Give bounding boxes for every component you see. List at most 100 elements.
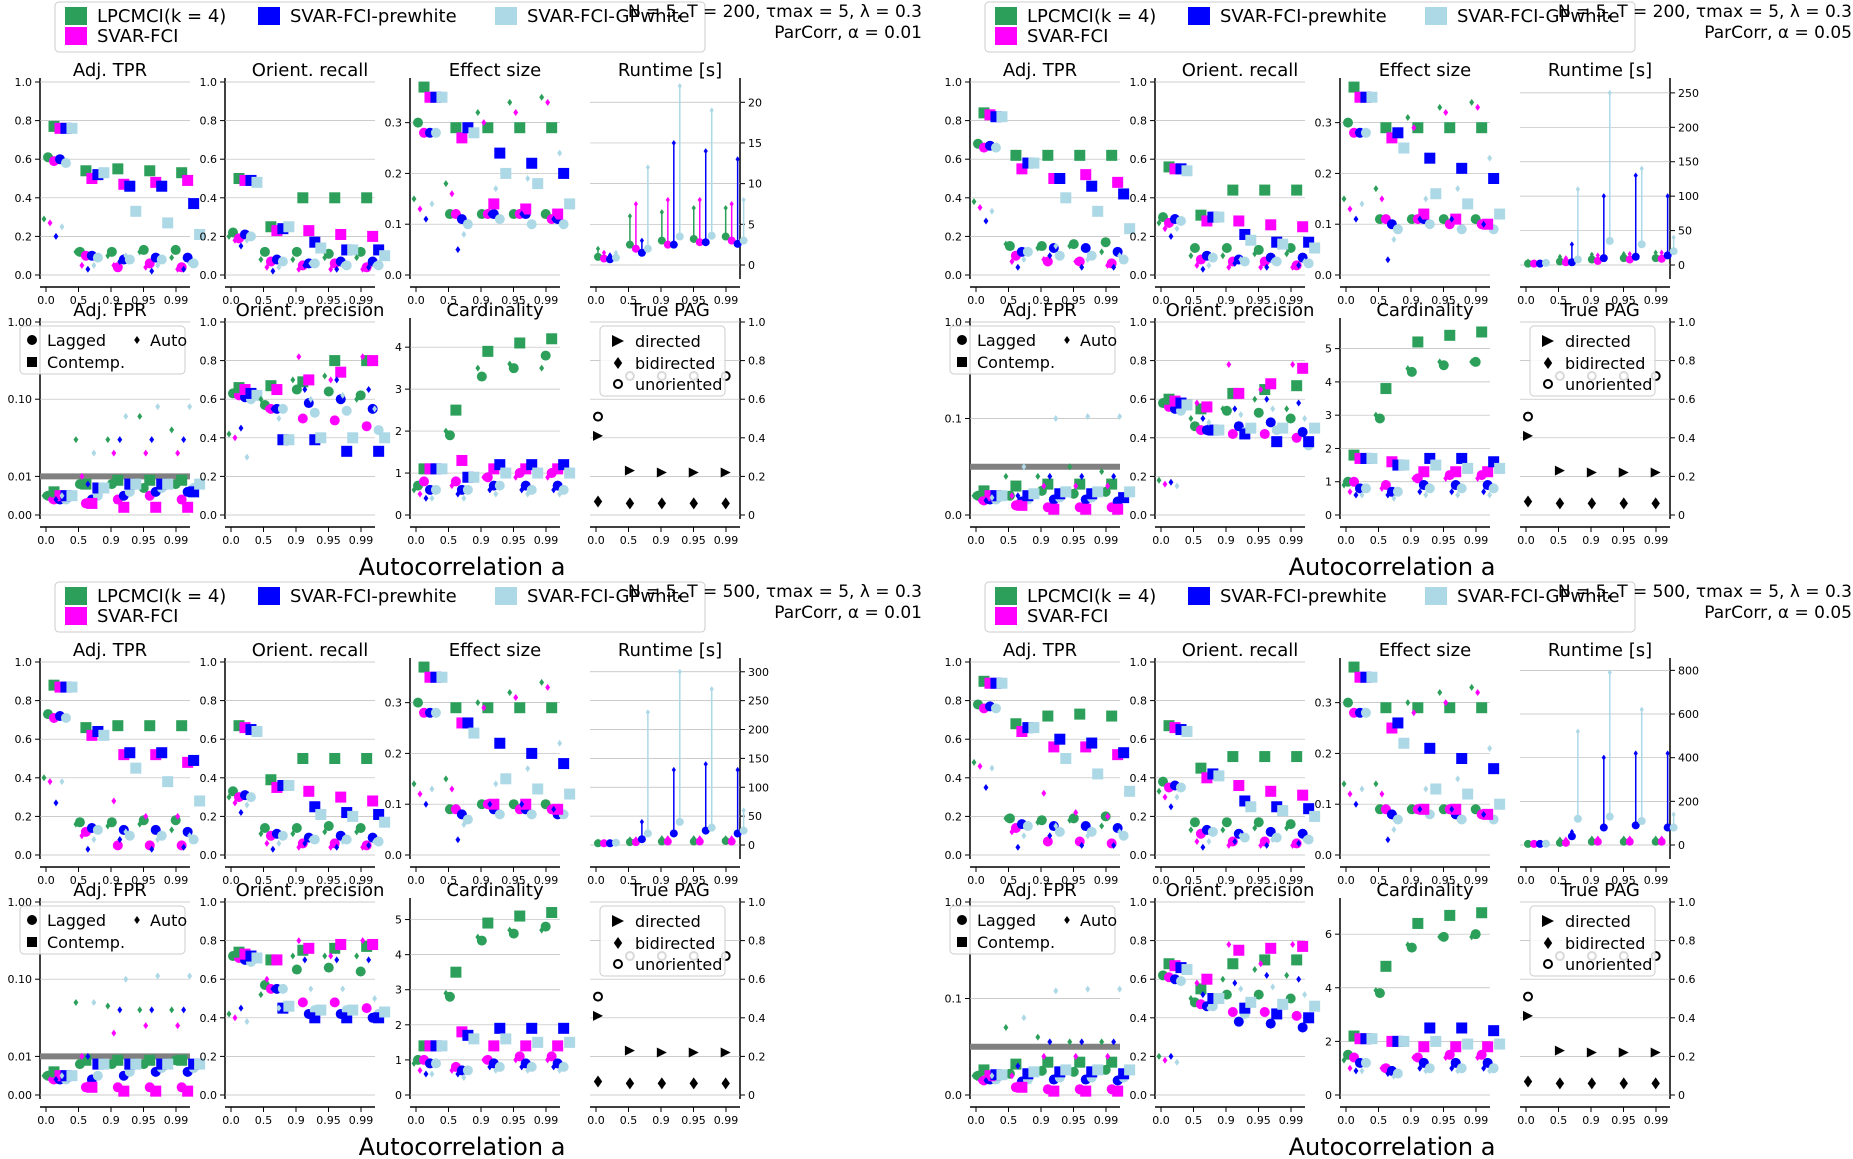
y-tick-label: 0.2 xyxy=(1130,470,1148,483)
adj-fpr-contemp-s0-x2 xyxy=(112,474,124,486)
orient-recall-contemp-s0-x1 xyxy=(1195,209,1207,221)
adj-tpr-contemp-s1-x4 xyxy=(1112,176,1124,188)
orient-precision-contemp-s3-x0 xyxy=(251,952,263,964)
legend-lagged-label: Lagged xyxy=(977,331,1036,350)
cardinality-auto-s2-x3 xyxy=(519,486,525,494)
runtime-max-s2-x3 xyxy=(703,761,708,768)
cardinality-contemp-s3-x0 xyxy=(1366,452,1378,464)
orient-recall-lagged-s3-x1 xyxy=(1207,826,1218,837)
effect-size-auto-s1-x1 xyxy=(1379,790,1385,798)
y-tick-label: 50 xyxy=(1678,225,1692,238)
effect-size-contemp-s0-x0 xyxy=(1348,81,1360,93)
cardinality-contemp-s1-x1 xyxy=(456,1026,468,1038)
y-tick-label: 0.2 xyxy=(1315,747,1333,760)
orient-recall-contemp-s1-x0 xyxy=(1169,163,1181,175)
y-tick-label: 0.6 xyxy=(200,393,218,406)
orient-recall-lagged-s3-x0 xyxy=(245,231,256,242)
adj-tpr-contemp-s3-x3 xyxy=(162,217,174,229)
y-tick-label: 0.0 xyxy=(945,1089,963,1102)
pag-directed-x3 xyxy=(1618,467,1629,478)
adj-tpr-contemp-s1-x2 xyxy=(1048,741,1060,753)
x-tick-label: 0.95 xyxy=(1431,534,1456,547)
x-tick-label: 0.0 xyxy=(407,874,425,887)
y-tick-label: 0.8 xyxy=(748,355,766,368)
y-tick-label: 0.2 xyxy=(15,230,33,243)
runtime-max-s2-x3 xyxy=(1633,750,1638,757)
y-tick-label: 5 xyxy=(748,218,755,231)
effect-size-auto-s1-x0 xyxy=(417,790,423,798)
orient-recall-auto-s3-x4 xyxy=(372,837,378,845)
effect-size-contemp-s0-x3 xyxy=(514,122,526,134)
adj-tpr-auto-s1-x4 xyxy=(175,812,181,820)
cardinality-auto-s0-x4 xyxy=(1469,933,1475,941)
adj-tpr-auto-s0-x1 xyxy=(73,248,79,256)
legend-swatch-lpcmci xyxy=(65,587,87,605)
orient-precision-contemp-s1-x3 xyxy=(335,938,347,950)
orient-precision-contemp-s1-x4 xyxy=(1297,940,1309,952)
pag-directed-x1 xyxy=(624,1045,635,1056)
cardinality-auto-s1-x3 xyxy=(1443,474,1449,482)
orient-precision-auto-s1-x2 xyxy=(296,937,302,945)
runtime-max-s3-x4 xyxy=(741,196,746,203)
orient-precision-contemp-s3-x3 xyxy=(1277,422,1289,434)
y-tick-label: 50 xyxy=(748,810,762,823)
orient-recall-auto-s2-x4 xyxy=(366,263,372,271)
adj-tpr-lagged-s3-x2 xyxy=(1054,826,1065,837)
effect-size-auto-s3-x3 xyxy=(1455,185,1461,193)
adj-fpr-contemp-s2-x0 xyxy=(990,490,1002,502)
x-tick-label: 0.99 xyxy=(714,294,739,307)
orient-recall-auto-s3-x0 xyxy=(244,236,250,244)
runtime-mean-s0-x4 xyxy=(1651,254,1660,263)
orient-recall-lagged-s0-x2 xyxy=(1221,817,1232,828)
cardinality-auto-s3-x3 xyxy=(525,1066,531,1074)
orient-recall-contemp-s0-x4 xyxy=(361,753,373,764)
adj-tpr-auto-s0-x3 xyxy=(1067,816,1073,824)
runtime-max-s2-x4 xyxy=(1665,193,1670,200)
effect-size-contemp-s3-x3 xyxy=(1462,198,1474,210)
x-tick-label: 0.9 xyxy=(652,294,670,307)
orient-precision-auto-s3-x0 xyxy=(1174,482,1180,490)
x-tick-label: 0.99 xyxy=(1094,1114,1119,1127)
x-tick-label: 0.0 xyxy=(1337,1114,1355,1127)
adj-tpr-auto-s3-x4 xyxy=(1117,252,1123,260)
cardinality-auto-s3-x4 xyxy=(557,490,563,498)
adj-fpr-contemp-s3-x2 xyxy=(130,1058,142,1070)
orient-precision-auto-s3-x0 xyxy=(244,453,250,461)
title-adj-fpr: Adj. FPR xyxy=(73,300,147,321)
effect-size-auto-s1-x1 xyxy=(449,190,455,198)
legend-auto-marker xyxy=(134,916,140,924)
cardinality-contemp-s1-x2 xyxy=(1418,1041,1430,1053)
runtime-max-s0-x4 xyxy=(1653,249,1658,256)
effect-size-auto-s1-x4 xyxy=(545,683,551,691)
cardinality-auto-s2-x2 xyxy=(487,486,493,494)
orient-precision-auto-s2-x2 xyxy=(302,386,308,394)
pag-legend-frame xyxy=(1529,325,1656,397)
effect-size-contemp-s1-x2 xyxy=(1418,803,1430,815)
adj-tpr-contemp-s3-x1 xyxy=(1028,722,1040,734)
cardinality-contemp-s1-x1 xyxy=(1386,1035,1398,1047)
orient-recall-lagged-s3-x4 xyxy=(1303,834,1314,845)
orient-precision-auto-s0-x1 xyxy=(258,991,264,999)
pag-bidirected-x3 xyxy=(689,1077,698,1090)
x-tick-label: 0.95 xyxy=(131,874,156,887)
adj-tpr-lagged-s0-x4 xyxy=(170,244,181,255)
y-tick-label: 0.8 xyxy=(1130,355,1148,368)
effect-size-lagged-s3-x2 xyxy=(494,214,505,225)
orient-precision-auto-s3-x3 xyxy=(340,985,346,993)
x-tick-label: 0.0 xyxy=(37,534,55,547)
x-tick-label: 0.95 xyxy=(1061,294,1086,307)
title-effect-size: Effect size xyxy=(449,640,541,661)
x-tick-label: 0.95 xyxy=(501,874,526,887)
adj-fpr-auto-s1-x2 xyxy=(111,449,117,457)
x-tick-label: 0.9 xyxy=(1217,1114,1235,1127)
x-tick-label: 0.99 xyxy=(1094,874,1119,887)
orient-recall-auto-s2-x0 xyxy=(238,242,244,250)
orient-recall-auto-s0-x3 xyxy=(1252,824,1258,832)
effect-size-auto-s2-x4 xyxy=(1481,810,1487,818)
orient-recall-auto-s1-x1 xyxy=(1194,837,1200,845)
x-tick-label: 0.5 xyxy=(1000,534,1018,547)
y-tick-label: 0.6 xyxy=(15,733,33,746)
adj-tpr-contemp-s3-x4 xyxy=(194,795,206,807)
effect-size-auto-s1-x1 xyxy=(449,785,455,793)
title-runtime: Runtime [s] xyxy=(618,640,722,661)
